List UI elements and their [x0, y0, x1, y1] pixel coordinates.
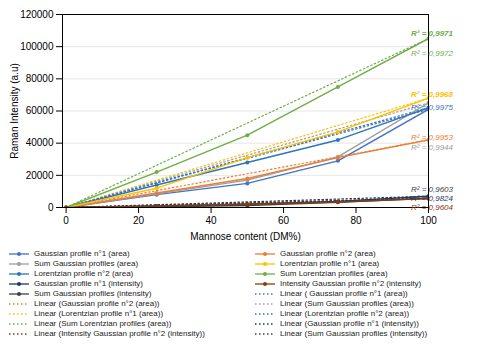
html-text:Linear (Sum Gaussian profiles: Linear (Sum Gaussian profiles (intensity…: [280, 329, 428, 338]
svg-text:60000: 60000: [26, 105, 54, 116]
svg-text:R² = 0,9824: R² = 0,9824: [411, 194, 454, 203]
html-text:Lorentzian profile n°1 (area): Lorentzian profile n°1 (area): [280, 259, 380, 268]
html-text:Lorentzian profile n°2 (area): Lorentzian profile n°2 (area): [34, 269, 134, 278]
html-text:Linear (Lorentzian profile n°2: Linear (Lorentzian profile n°2 (area)): [280, 309, 409, 318]
svg-text:R² = 0,9604: R² = 0,9604: [411, 203, 454, 212]
html-text:Linear (Gaussian profile n°2 (: Linear (Gaussian profile n°2 (area)): [34, 299, 160, 308]
html-text:Gaussian profile n°1 (intensit: Gaussian profile n°1 (intensity): [34, 279, 143, 288]
svg-text:100: 100: [420, 215, 437, 226]
svg-text:0: 0: [63, 215, 69, 226]
svg-text:Raman Intensity (a.u): Raman Intensity (a.u): [9, 63, 20, 159]
html-text:Linear (Gaussian profile n°1 (: Linear (Gaussian profile n°1 (intensity)…: [280, 319, 419, 328]
html-text:Gaussian profile n°2 (area): Gaussian profile n°2 (area): [280, 249, 376, 258]
svg-text:40000: 40000: [26, 137, 54, 148]
svg-text:40: 40: [206, 215, 218, 226]
html-text:Sum Gaussian profiles (intensi: Sum Gaussian profiles (intensity): [34, 289, 152, 298]
svg-text:R² = 0,9972: R² = 0,9972: [411, 49, 454, 58]
html-text:Linear (Lorentzian profile n°1: Linear (Lorentzian profile n°1 (area)): [34, 309, 163, 318]
html-text:Sum Gaussian profiles (area): Sum Gaussian profiles (area): [34, 259, 138, 268]
svg-text:20000: 20000: [26, 170, 54, 181]
svg-text:R² = 0,9944: R² = 0,9944: [411, 143, 454, 152]
svg-text:R² = 0,9971: R² = 0,9971: [411, 29, 454, 38]
svg-text:80000: 80000: [26, 73, 54, 84]
svg-text:80: 80: [350, 215, 362, 226]
svg-text:Mannose content (DM%): Mannose content (DM%): [190, 231, 301, 242]
svg-text:R² = 0,9975: R² = 0,9975: [411, 103, 454, 112]
svg-text:100000: 100000: [20, 41, 54, 52]
svg-text:0: 0: [48, 202, 54, 213]
html-text:Linear (Sum Lorentzian profile: Linear (Sum Lorentzian profiles (area)): [34, 319, 172, 328]
html-text:Linear ( Gaussian profile n°1: Linear ( Gaussian profile n°1 (area)): [280, 289, 408, 298]
html-text:Intensity Gaussian profile n°2: Intensity Gaussian profile n°2 (intensit…: [280, 279, 421, 288]
svg-text:R² = 0,9603: R² = 0,9603: [411, 185, 454, 194]
svg-text:R² = 0,9968: R² = 0,9968: [411, 90, 454, 99]
html-text:Linear (Intensity Gaussian pro: Linear (Intensity Gaussian profile n°2 (…: [34, 329, 205, 338]
svg-text:60: 60: [278, 215, 290, 226]
html-text:Gaussian profile n°1 (area): Gaussian profile n°1 (area): [34, 249, 130, 258]
svg-text:120000: 120000: [20, 9, 54, 20]
html-text:Sum Lorentzian profiles (area): Sum Lorentzian profiles (area): [280, 269, 388, 278]
svg-text:20: 20: [133, 215, 145, 226]
html-text:Linear (Sum Gaussian profiles: Linear (Sum Gaussian profiles (area)): [280, 299, 414, 308]
svg-text:R² = 0,9953: R² = 0,9953: [411, 133, 454, 142]
